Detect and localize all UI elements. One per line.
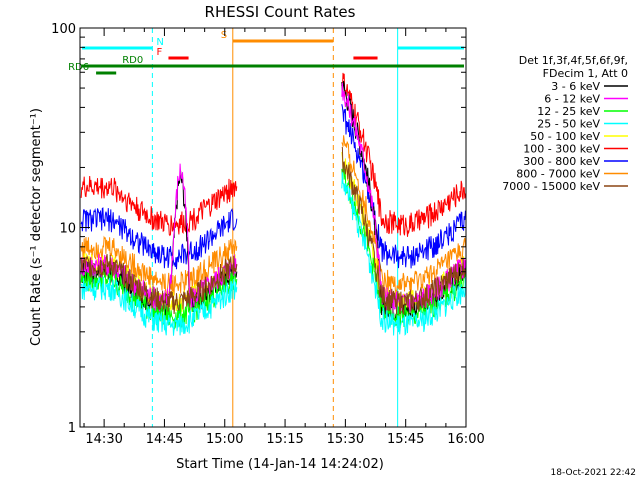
series-line (80, 175, 238, 237)
plot-frame (79, 27, 467, 428)
legend-label: 25 - 50 keV (537, 118, 600, 131)
series-line (341, 135, 466, 295)
legend: Det 1f,3f,4f,5f,6f,9f, FDecim 1, Att 0 3… (502, 54, 628, 193)
flag-label: N (156, 37, 163, 48)
flag-bars: NF S RD0 RD6 (68, 30, 464, 75)
x-tick-label: 16:00 (447, 432, 484, 447)
series-group (80, 72, 466, 336)
series-line (341, 72, 466, 237)
y-tick-label: 100 (51, 22, 76, 37)
y-tick-label: 1 (68, 421, 76, 436)
series-line (341, 104, 466, 269)
legend-label: 12 - 25 keV (537, 105, 600, 118)
legend-label: 100 - 300 keV (523, 143, 600, 156)
legend-label: 7000 - 15000 keV (502, 180, 600, 193)
x-tick-label: 15:45 (387, 432, 424, 447)
flag-label: F (156, 47, 162, 58)
legend-header-line1: Det 1f,3f,4f,5f,6f,9f, (519, 54, 628, 67)
legend-label: 6 - 12 keV (544, 93, 600, 106)
x-tick-label: 14:30 (85, 432, 122, 447)
legend-label: 800 - 7000 keV (516, 168, 600, 181)
y-axis-ticks: 1 10 100 (51, 22, 466, 436)
x-tick-label: 15:30 (327, 432, 364, 447)
legend-label: 50 - 100 keV (530, 130, 600, 143)
series-line (80, 207, 238, 270)
footer-timestamp: 18-Oct-2021 22:42 (551, 468, 636, 478)
legend-label: 3 - 6 keV (551, 80, 600, 93)
flag-label: S (221, 30, 227, 41)
x-tick-label: 15:00 (206, 432, 243, 447)
series-line (80, 253, 238, 315)
series-line (341, 171, 466, 336)
x-axis-label: Start Time (14-Jan-14 14:24:02) (176, 457, 384, 472)
x-tick-label: 14:45 (146, 432, 183, 447)
flag-label: RD0 (122, 55, 143, 66)
x-axis-ticks: 14:30 14:45 15:00 15:15 15:30 15:45 16:00 (83, 28, 485, 447)
series-line (341, 147, 466, 315)
flag-label: RD6 (68, 62, 89, 73)
x-tick-label: 15:15 (266, 432, 303, 447)
y-axis-label: Count Rate (s⁻¹ detector segment⁻¹) (29, 108, 44, 346)
vertical-markers (79, 28, 467, 427)
series-line (80, 276, 238, 336)
y-tick-label: 10 (59, 222, 76, 237)
legend-label: 300 - 800 keV (523, 155, 600, 168)
chart-title: RHESSI Count Rates (205, 3, 356, 21)
legend-header-line2: FDecim 1, Att 0 (543, 67, 628, 80)
series-line (80, 235, 238, 298)
